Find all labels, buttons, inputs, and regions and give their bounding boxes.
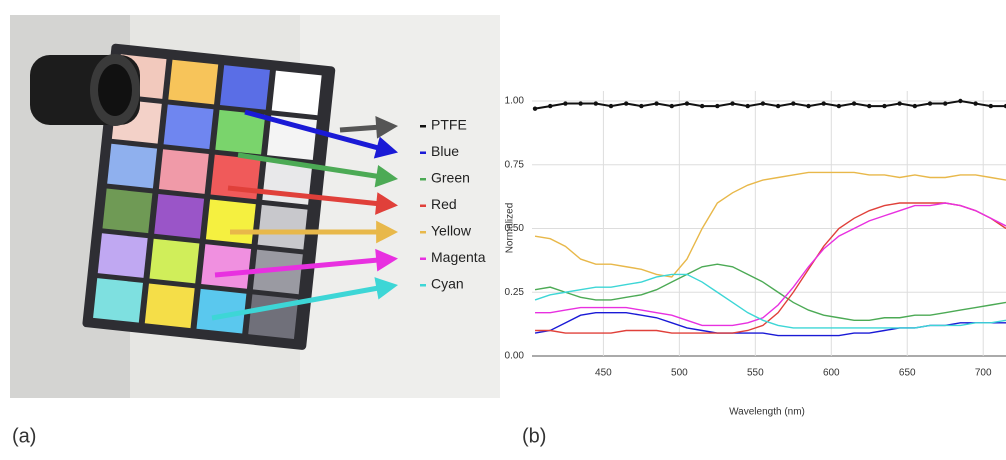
legend-label: Blue — [431, 143, 459, 159]
patch — [145, 283, 195, 328]
x-tick-label: 550 — [747, 368, 764, 379]
point — [882, 104, 886, 108]
x-tick-label: 600 — [823, 368, 840, 379]
series-line — [535, 313, 1006, 336]
patch — [98, 233, 148, 278]
point — [913, 104, 917, 108]
x-tick-label: 500 — [671, 368, 688, 379]
pointer-arrow — [340, 127, 381, 130]
point — [852, 101, 856, 105]
point — [578, 101, 582, 105]
legend-swatch — [420, 205, 426, 208]
legend-swatch — [420, 152, 426, 155]
point — [761, 101, 765, 105]
point — [700, 104, 704, 108]
patch — [164, 104, 214, 149]
patch — [248, 294, 298, 339]
legend-swatch — [420, 231, 426, 234]
point — [928, 101, 932, 105]
y-tick-label: 0.00 — [505, 351, 525, 362]
point — [685, 101, 689, 105]
point — [609, 104, 613, 108]
point — [594, 101, 598, 105]
point — [791, 101, 795, 105]
x-tick-label: 700 — [975, 368, 992, 379]
patch — [168, 60, 218, 105]
legend-swatch — [420, 178, 426, 181]
x-tick-label: 650 — [899, 368, 916, 379]
legend-label: PTFE — [431, 117, 467, 133]
y-tick-label: 1.00 — [505, 96, 525, 107]
point — [548, 104, 552, 108]
y-tick-label: 0.25 — [505, 287, 525, 298]
patch — [149, 239, 199, 284]
figure: PTFE Blue Green Red Yellow Magenta Cyan (a) (b… — [0, 0, 1006, 455]
patch — [206, 199, 256, 244]
legend-swatch — [420, 284, 426, 287]
y-tick-label: 0.75 — [505, 159, 525, 170]
y-axis-label: Normalized — [505, 203, 516, 254]
point — [654, 101, 658, 105]
x-axis-label: Wavelength (nm) — [729, 407, 805, 418]
x-tick-label: 450 — [595, 368, 612, 379]
point — [746, 104, 750, 108]
lens — [30, 54, 140, 126]
legend-swatch — [420, 125, 426, 128]
point — [837, 104, 841, 108]
point — [821, 101, 825, 105]
legend-label: Magenta — [431, 249, 486, 265]
patch — [258, 205, 308, 250]
photo: PTFE Blue Green Red Yellow Magenta Cyan — [10, 15, 500, 398]
point — [973, 101, 977, 105]
legend-label: Green — [431, 170, 470, 186]
point — [867, 104, 871, 108]
legend-label: Cyan — [431, 276, 464, 292]
point — [670, 104, 674, 108]
point — [563, 101, 567, 105]
patch — [159, 149, 209, 194]
point — [989, 104, 993, 108]
point — [806, 104, 810, 108]
patch — [93, 278, 143, 323]
point — [943, 101, 947, 105]
series-line — [535, 203, 1006, 333]
point — [533, 106, 537, 110]
legend-label: Yellow — [431, 223, 472, 239]
patch — [220, 65, 270, 110]
point — [897, 101, 901, 105]
series-line — [535, 101, 1006, 109]
patch — [272, 71, 322, 116]
point — [639, 104, 643, 108]
point — [730, 101, 734, 105]
series-line — [535, 172, 1006, 277]
legend-swatch — [420, 258, 426, 261]
patch — [102, 189, 152, 234]
patch — [154, 194, 204, 239]
point — [776, 104, 780, 108]
point — [624, 101, 628, 105]
panel-label: (b) — [522, 425, 546, 447]
patch — [107, 144, 157, 189]
point — [715, 104, 719, 108]
legend-label: Red — [431, 196, 457, 212]
patch — [201, 244, 251, 289]
panel-label: (a) — [12, 425, 36, 447]
point — [958, 99, 962, 103]
